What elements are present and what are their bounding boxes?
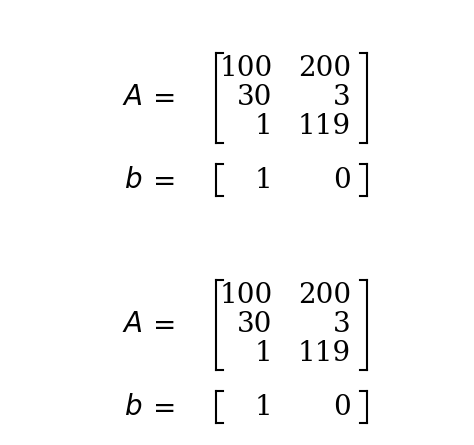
Text: 1: 1 — [255, 167, 273, 194]
Text: 100: 100 — [219, 283, 273, 309]
Text: $b$: $b$ — [124, 394, 142, 421]
Text: 119: 119 — [298, 340, 351, 367]
Text: $b$: $b$ — [124, 167, 142, 194]
Text: 3: 3 — [333, 85, 351, 111]
Text: $=$: $=$ — [147, 167, 175, 194]
Text: 200: 200 — [298, 56, 351, 82]
Text: 1: 1 — [255, 394, 273, 421]
Text: 30: 30 — [237, 312, 273, 338]
Text: $=$: $=$ — [147, 85, 175, 111]
Text: $=$: $=$ — [147, 394, 175, 421]
Text: $A$: $A$ — [122, 85, 142, 111]
Text: 0: 0 — [333, 394, 351, 421]
Text: 100: 100 — [219, 56, 273, 82]
Text: 1: 1 — [255, 340, 273, 367]
Text: $A$: $A$ — [122, 312, 142, 338]
Text: 200: 200 — [298, 283, 351, 309]
Text: 30: 30 — [237, 85, 273, 111]
Text: 119: 119 — [298, 113, 351, 140]
Text: 1: 1 — [255, 113, 273, 140]
Text: $=$: $=$ — [147, 312, 175, 338]
Text: 0: 0 — [333, 167, 351, 194]
Text: 3: 3 — [333, 312, 351, 338]
